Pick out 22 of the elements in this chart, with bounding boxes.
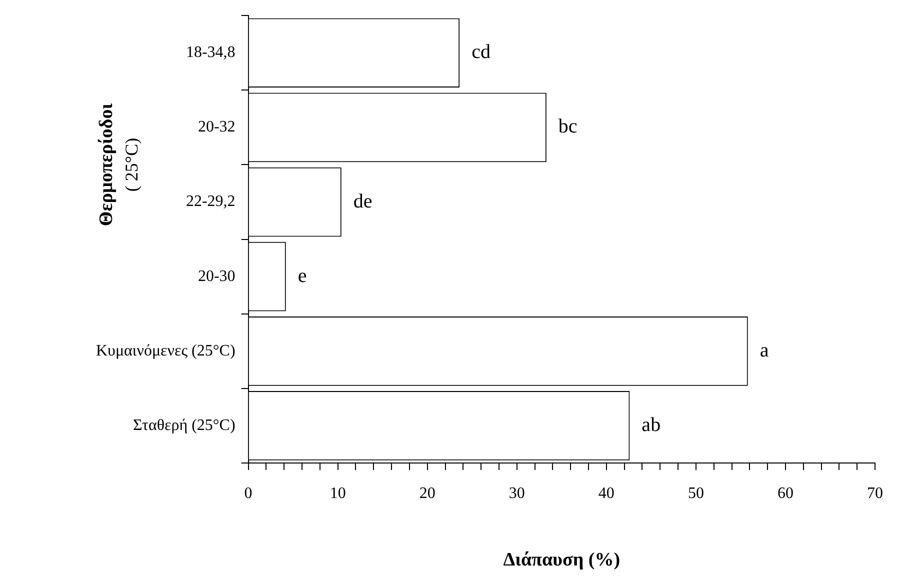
x-tick-label: 40 — [598, 484, 614, 502]
y-tick-label: Σταθερή (25°C) — [132, 416, 236, 434]
x-tick-label: 20 — [419, 484, 436, 502]
data-label: de — [353, 190, 372, 212]
data-label: e — [298, 264, 307, 287]
x-tick-label: 50 — [688, 484, 704, 502]
x-tick-label: 70 — [867, 484, 883, 502]
x-tick-label: 60 — [777, 484, 794, 502]
y-tick-label: 18-34,8 — [186, 44, 236, 62]
y-tick-label: 22-29,2 — [186, 193, 236, 210]
y-axis-title: Θερμοπερίοδοι ( 25°C) — [96, 103, 142, 226]
y-tick-label: 20-32 — [198, 118, 236, 136]
x-tick-label: 0 — [244, 484, 252, 502]
y-tick-label: 20-30 — [198, 268, 236, 285]
data-label: cd — [472, 41, 490, 64]
data-label: ab — [642, 414, 661, 436]
data-label: a — [760, 339, 769, 362]
y-tick-label: Κυμαινόμενες (25°C) — [96, 342, 236, 360]
data-label: bc — [558, 116, 578, 138]
x-axis-title: Διάπαυση (%) — [503, 550, 620, 571]
x-tick-label: 30 — [508, 484, 525, 502]
x-tick-label: 10 — [330, 484, 346, 502]
